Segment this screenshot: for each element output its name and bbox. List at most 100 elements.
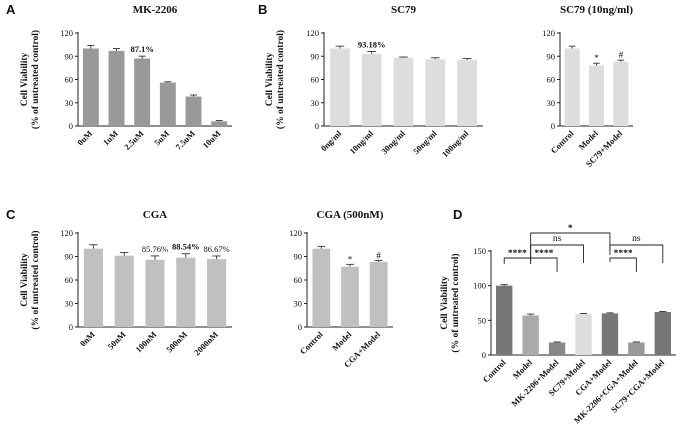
comparison-bracket: [609, 244, 664, 263]
chart-title: CGA (500nM): [317, 209, 384, 221]
significance-marker: #: [619, 50, 624, 60]
bar: [425, 59, 446, 126]
comparison-bracket: [609, 257, 637, 272]
category-label: 10ng/ml: [347, 128, 375, 156]
significance-marker: *: [348, 254, 353, 264]
y-tick-label: 90: [65, 51, 74, 61]
y-tick-label: 120: [289, 228, 302, 238]
y-tick-label: 60: [311, 75, 320, 85]
bar: [369, 261, 388, 327]
category-label: 30ng/ml: [379, 128, 407, 156]
y-tick-label: 30: [294, 299, 303, 309]
y-tick-label: 120: [306, 28, 319, 38]
chart-title: SC79: [391, 4, 417, 16]
y-axis-label: Cell Viability: [265, 52, 275, 106]
y-tick-label: 120: [60, 228, 73, 238]
y-tick-label: 30: [65, 98, 74, 108]
category-label: 10uM: [200, 128, 222, 150]
comparison-label: ns: [632, 234, 641, 244]
y-axis-label: Cell Viability: [20, 52, 30, 106]
bar: [548, 342, 566, 355]
category-label: 50nM: [106, 329, 128, 351]
y-tick-label: 30: [65, 299, 74, 309]
comparison-label: ****: [508, 249, 527, 259]
bar: [176, 257, 196, 327]
panel-letter-c: C: [6, 207, 16, 222]
chart-title: SC79 (10ng/ml): [560, 4, 633, 16]
category-label: 0ng/ml: [319, 128, 344, 153]
bar: [588, 65, 605, 126]
bar: [207, 259, 227, 327]
data-label: 86.67%: [203, 244, 229, 254]
panel-letter-b: B: [258, 2, 267, 17]
chart-a: MK-2206 Cell Viability (% of untreated con…: [20, 4, 232, 152]
y-axis-label: (% of untreated control): [30, 230, 41, 329]
y-axis-label: (% of untreated control): [275, 30, 286, 129]
bar: [628, 342, 645, 355]
bar: [564, 48, 580, 126]
chart-c1: CGA Cell Viability (% of untreated control…: [20, 209, 232, 357]
y-tick-label: 0: [69, 322, 73, 332]
bar: [312, 248, 331, 327]
bar: [211, 121, 228, 126]
y-tick-label: 90: [311, 51, 320, 61]
bar: [83, 248, 103, 327]
data-label: 85.76%: [142, 244, 168, 254]
y-tick-label: 90: [547, 51, 556, 61]
data-label: 88.54%: [172, 242, 200, 252]
y-axis-label: (% of untreated control): [450, 253, 461, 352]
y-axis-label: Cell Viability: [440, 276, 450, 330]
y-tick-label: 0: [482, 350, 486, 360]
category-label: 7.5uM: [173, 128, 197, 152]
y-axis-label: Cell Viability: [20, 253, 30, 307]
y-tick-label: 0: [315, 121, 319, 131]
category-label: 1uM: [101, 128, 120, 147]
bar: [114, 255, 134, 327]
category-label: 5uM: [152, 128, 171, 147]
chart-title: CGA: [143, 209, 168, 221]
chart-d: Cell Viability (% of untreated control) 0 5…: [440, 224, 676, 425]
y-tick-label: 60: [65, 75, 74, 85]
bar: [496, 285, 513, 355]
category-label: Control: [549, 128, 576, 155]
bar: [185, 96, 202, 126]
significance-marker: #: [376, 250, 381, 260]
y-tick-label: 0: [551, 121, 555, 131]
y-axis-label: (% of untreated control): [30, 30, 41, 129]
y-tick-label: 150: [473, 246, 486, 256]
y-tick-label: 90: [65, 252, 74, 262]
comparison-bracket: [530, 232, 611, 257]
bar: [361, 53, 382, 126]
y-tick-label: 30: [311, 98, 320, 108]
category-label: Control: [298, 329, 325, 356]
y-tick-label: 100: [473, 281, 486, 291]
bar: [159, 82, 176, 126]
category-label: 100ng/ml: [440, 128, 471, 159]
bar: [145, 259, 165, 327]
category-label: Model: [511, 357, 535, 381]
data-label: 93.18%: [358, 39, 386, 49]
bar: [330, 48, 350, 126]
y-tick-label: 90: [294, 252, 303, 262]
bar: [522, 315, 539, 355]
category-label: 0nM: [78, 329, 97, 348]
bar: [341, 266, 359, 327]
bar: [82, 48, 99, 126]
data-label: 87.1%: [130, 44, 153, 54]
category-label: 2.5uM: [122, 128, 146, 152]
bar: [108, 50, 125, 127]
y-tick-label: 120: [542, 28, 555, 38]
bar: [457, 60, 477, 126]
y-tick-label: 0: [298, 322, 302, 332]
y-tick-label: 0: [69, 121, 73, 131]
comparison-label: ****: [534, 249, 553, 259]
comparison-bracket: [530, 257, 558, 272]
bar: [613, 61, 629, 126]
category-label: Model: [330, 329, 354, 353]
comparison-label: *: [568, 224, 573, 234]
bar: [393, 57, 414, 126]
